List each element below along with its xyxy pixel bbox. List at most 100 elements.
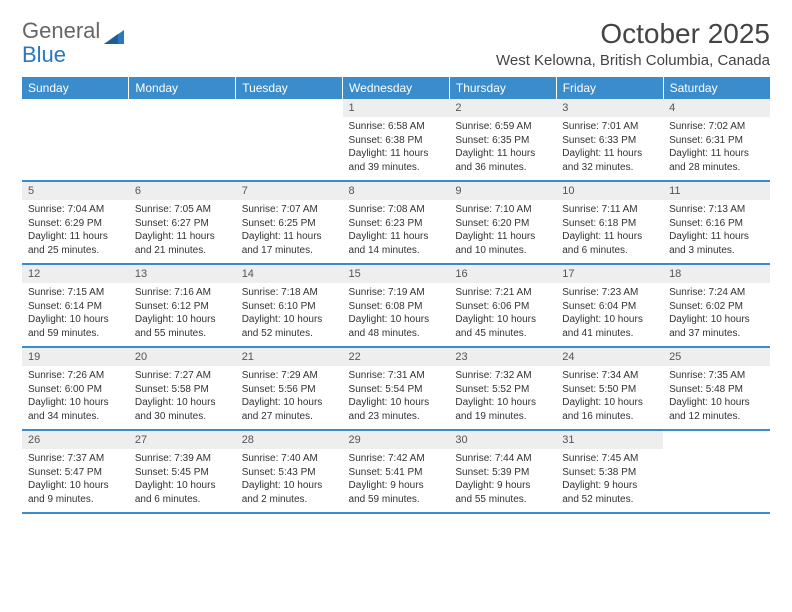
day-number-cell: 3 [556,99,663,117]
daylight-text-2: and 2 minutes. [242,493,337,507]
daylight-text-1: Daylight: 10 hours [135,313,230,327]
day-detail-cell: Sunrise: 7:05 AMSunset: 6:27 PMDaylight:… [129,200,236,264]
weekday-header: Monday [129,77,236,99]
day-detail-cell: Sunrise: 7:18 AMSunset: 6:10 PMDaylight:… [236,283,343,347]
daylight-text-1: Daylight: 9 hours [349,479,444,493]
day-detail-row: Sunrise: 7:37 AMSunset: 5:47 PMDaylight:… [22,449,770,513]
day-number-cell: 23 [449,347,556,366]
sunrise-text: Sunrise: 7:05 AM [135,203,230,217]
day-detail-cell: Sunrise: 7:04 AMSunset: 6:29 PMDaylight:… [22,200,129,264]
daylight-text-1: Daylight: 10 hours [28,479,123,493]
day-number-row: 19202122232425 [22,347,770,366]
sunrise-text: Sunrise: 7:18 AM [242,286,337,300]
sunset-text: Sunset: 6:20 PM [455,217,550,231]
day-detail-cell: Sunrise: 7:08 AMSunset: 6:23 PMDaylight:… [343,200,450,264]
sunset-text: Sunset: 6:33 PM [562,134,657,148]
sunrise-text: Sunrise: 7:07 AM [242,203,337,217]
daylight-text-1: Daylight: 10 hours [242,479,337,493]
day-detail-cell: Sunrise: 7:10 AMSunset: 6:20 PMDaylight:… [449,200,556,264]
daylight-text-2: and 3 minutes. [669,244,764,258]
sunrise-text: Sunrise: 7:44 AM [455,452,550,466]
daylight-text-2: and 23 minutes. [349,410,444,424]
day-detail-cell: Sunrise: 7:21 AMSunset: 6:06 PMDaylight:… [449,283,556,347]
day-detail-cell [129,117,236,181]
day-detail-cell: Sunrise: 7:42 AMSunset: 5:41 PMDaylight:… [343,449,450,513]
daylight-text-1: Daylight: 9 hours [562,479,657,493]
weekday-header: Friday [556,77,663,99]
sunrise-text: Sunrise: 7:45 AM [562,452,657,466]
daylight-text-2: and 25 minutes. [28,244,123,258]
weekday-header: Thursday [449,77,556,99]
daylight-text-2: and 6 minutes. [562,244,657,258]
daylight-text-2: and 39 minutes. [349,161,444,175]
day-detail-row: Sunrise: 6:58 AMSunset: 6:38 PMDaylight:… [22,117,770,181]
daylight-text-1: Daylight: 11 hours [455,230,550,244]
sunrise-text: Sunrise: 7:35 AM [669,369,764,383]
logo: General [22,18,126,44]
sunset-text: Sunset: 5:43 PM [242,466,337,480]
day-number-row: 1234 [22,99,770,117]
sunset-text: Sunset: 5:45 PM [135,466,230,480]
sunrise-text: Sunrise: 7:19 AM [349,286,444,300]
sunset-text: Sunset: 6:00 PM [28,383,123,397]
daylight-text-2: and 45 minutes. [455,327,550,341]
daylight-text-1: Daylight: 10 hours [135,479,230,493]
daylight-text-1: Daylight: 10 hours [242,313,337,327]
location-text: West Kelowna, British Columbia, Canada [496,52,770,69]
daylight-text-2: and 19 minutes. [455,410,550,424]
sunrise-text: Sunrise: 7:08 AM [349,203,444,217]
day-detail-cell: Sunrise: 6:59 AMSunset: 6:35 PMDaylight:… [449,117,556,181]
day-number-cell: 1 [343,99,450,117]
sunset-text: Sunset: 5:48 PM [669,383,764,397]
logo-text-general: General [22,18,100,44]
sunrise-text: Sunrise: 7:21 AM [455,286,550,300]
calendar-body: 1234Sunrise: 6:58 AMSunset: 6:38 PMDayli… [22,99,770,513]
day-number-cell: 5 [22,181,129,200]
day-number-cell [129,99,236,117]
sunrise-text: Sunrise: 7:37 AM [28,452,123,466]
sunset-text: Sunset: 5:54 PM [349,383,444,397]
day-number-cell: 31 [556,430,663,449]
day-detail-cell: Sunrise: 7:02 AMSunset: 6:31 PMDaylight:… [663,117,770,181]
sunrise-text: Sunrise: 7:40 AM [242,452,337,466]
day-detail-cell: Sunrise: 7:32 AMSunset: 5:52 PMDaylight:… [449,366,556,430]
day-number-cell: 13 [129,264,236,283]
sunrise-text: Sunrise: 7:24 AM [669,286,764,300]
daylight-text-2: and 36 minutes. [455,161,550,175]
day-number-cell [22,99,129,117]
weekday-header-row: SundayMondayTuesdayWednesdayThursdayFrid… [22,77,770,99]
day-detail-cell: Sunrise: 7:19 AMSunset: 6:08 PMDaylight:… [343,283,450,347]
day-number-cell: 10 [556,181,663,200]
day-detail-row: Sunrise: 7:15 AMSunset: 6:14 PMDaylight:… [22,283,770,347]
day-number-cell: 28 [236,430,343,449]
daylight-text-2: and 32 minutes. [562,161,657,175]
sunset-text: Sunset: 6:29 PM [28,217,123,231]
daylight-text-2: and 12 minutes. [669,410,764,424]
day-number-row: 262728293031 [22,430,770,449]
sunset-text: Sunset: 6:16 PM [669,217,764,231]
day-number-cell: 12 [22,264,129,283]
day-detail-cell: Sunrise: 7:07 AMSunset: 6:25 PMDaylight:… [236,200,343,264]
daylight-text-1: Daylight: 11 hours [28,230,123,244]
day-number-cell: 6 [129,181,236,200]
day-number-cell: 29 [343,430,450,449]
daylight-text-1: Daylight: 11 hours [349,147,444,161]
sunset-text: Sunset: 5:39 PM [455,466,550,480]
day-number-cell: 30 [449,430,556,449]
day-detail-cell: Sunrise: 7:26 AMSunset: 6:00 PMDaylight:… [22,366,129,430]
daylight-text-2: and 9 minutes. [28,493,123,507]
sunset-text: Sunset: 6:18 PM [562,217,657,231]
day-detail-cell [663,449,770,513]
sunrise-text: Sunrise: 7:31 AM [349,369,444,383]
daylight-text-1: Daylight: 10 hours [669,396,764,410]
day-number-cell: 11 [663,181,770,200]
title-block: October 2025 West Kelowna, British Colum… [496,18,770,69]
daylight-text-2: and 6 minutes. [135,493,230,507]
sunset-text: Sunset: 6:08 PM [349,300,444,314]
weekday-header: Tuesday [236,77,343,99]
day-detail-cell [236,117,343,181]
logo-sail-icon [104,24,124,38]
day-number-cell: 20 [129,347,236,366]
day-detail-row: Sunrise: 7:04 AMSunset: 6:29 PMDaylight:… [22,200,770,264]
sunrise-text: Sunrise: 7:04 AM [28,203,123,217]
